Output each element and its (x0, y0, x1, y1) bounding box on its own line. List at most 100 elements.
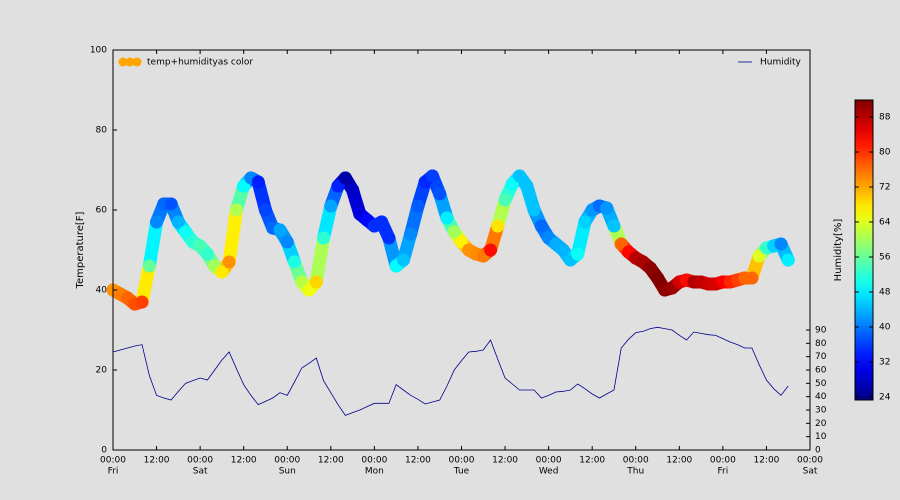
x-tick-label: 12:00 (579, 456, 605, 466)
y2-tick-label: 70 (815, 352, 827, 362)
temp-point (338, 171, 352, 185)
legend-right: Humidity (738, 58, 801, 68)
temp-point (324, 199, 338, 213)
y2-tick-label: 20 (815, 419, 827, 429)
legend-marker (118, 57, 128, 67)
colorbar-tick-label: 48 (879, 287, 891, 297)
temp-point (258, 203, 272, 217)
y-tick-label: 80 (96, 126, 108, 136)
legend-label: Humidity (760, 58, 801, 68)
x-day-label: Thu (626, 467, 644, 477)
y2-tick-label: 60 (815, 366, 827, 376)
y-tick-label: 40 (96, 286, 108, 296)
legend-left: temp+humidityas color (118, 57, 253, 68)
y2-tick-label: 30 (815, 406, 827, 416)
y2-tick-label: 80 (815, 339, 827, 349)
temp-point (404, 227, 418, 241)
temp-point (781, 253, 795, 267)
y2-tick-label: 10 (815, 432, 827, 442)
x-day-label: Fri (108, 467, 119, 477)
temp-point (578, 215, 592, 229)
x-day-label: Sun (279, 467, 296, 477)
colorbar-tick-label: 80 (879, 148, 891, 158)
temp-point (571, 247, 585, 261)
temp-point (411, 199, 425, 213)
legend-marker (132, 57, 142, 67)
temp-point (215, 265, 229, 279)
legend-marker (125, 57, 135, 67)
x-tick-label: 12:00 (492, 456, 518, 466)
x-tick-label: 00:00 (187, 456, 213, 466)
temp-point (527, 203, 541, 217)
temp-point (273, 223, 287, 237)
humidity-line (112, 326, 789, 416)
colorbar-tick-label: 72 (879, 183, 890, 193)
temp-point (164, 197, 178, 211)
x-tick-label: 00:00 (710, 456, 736, 466)
temp-point (513, 169, 527, 183)
temp-point (534, 219, 548, 233)
x-day-label: Mon (365, 467, 384, 477)
temp-point (251, 175, 265, 189)
plot-area (106, 169, 795, 416)
temp-point (520, 179, 534, 193)
temp-point (774, 237, 788, 251)
x-day-label: Tue (453, 467, 470, 477)
temp-point (382, 231, 396, 245)
temp-segment (142, 215, 164, 273)
colorbar-tick-label: 40 (879, 322, 891, 332)
y-tick-label: 100 (90, 46, 107, 56)
x-tick-label: 00:00 (623, 456, 649, 466)
x-day-label: Sat (803, 467, 818, 477)
temp-point (171, 215, 185, 229)
x-tick-label: 12:00 (753, 456, 779, 466)
temp-point (643, 261, 657, 275)
colorbar-tick-label: 64 (879, 218, 891, 228)
x-tick-label: 00:00 (536, 456, 562, 466)
y2-tick-label: 40 (815, 392, 827, 402)
legend-label: temp+humidityas color (147, 58, 253, 68)
x-tick-label: 00:00 (449, 456, 475, 466)
temp-point (150, 215, 164, 229)
temp-point (346, 183, 360, 197)
temp-point (142, 259, 156, 273)
temp-point (491, 219, 505, 233)
x-tick-label: 12:00 (405, 456, 431, 466)
temp-point (317, 231, 331, 245)
temp-point (607, 219, 621, 233)
temp-point (433, 187, 447, 201)
temp-point (498, 193, 512, 207)
temp-point (396, 253, 410, 267)
x-tick-label: 00:00 (274, 456, 300, 466)
colorbar-tick-label: 32 (879, 357, 890, 367)
y2-tick-label: 90 (815, 326, 827, 336)
x-tick-label: 12:00 (231, 456, 257, 466)
temp-segment (309, 231, 331, 289)
colorbar-tick-label: 24 (879, 392, 891, 402)
temp-point (229, 203, 243, 217)
temp-segment (222, 203, 243, 269)
x-tick-label: 12:00 (666, 456, 692, 466)
temp-point (200, 247, 214, 261)
y-tick-label: 0 (101, 446, 107, 456)
temp-point (375, 215, 389, 229)
temp-point (222, 255, 236, 269)
colorbar (854, 99, 874, 401)
temp-point (745, 271, 759, 285)
y2-tick-label: 50 (815, 379, 827, 389)
temp-point (179, 225, 193, 239)
colorbar-tick-label: 56 (879, 252, 891, 262)
x-day-label: Sat (193, 467, 208, 477)
temp-point (447, 225, 461, 239)
temp-point (309, 275, 323, 289)
x-day-label: Fri (718, 467, 729, 477)
x-tick-label: 00:00 (100, 456, 126, 466)
temp-point (425, 169, 439, 183)
temp-point (556, 243, 570, 257)
temp-point (600, 201, 614, 215)
temp-point (651, 271, 665, 285)
x-tick-label: 00:00 (361, 456, 387, 466)
x-day-label: Wed (539, 467, 559, 477)
temp-point (135, 295, 149, 309)
